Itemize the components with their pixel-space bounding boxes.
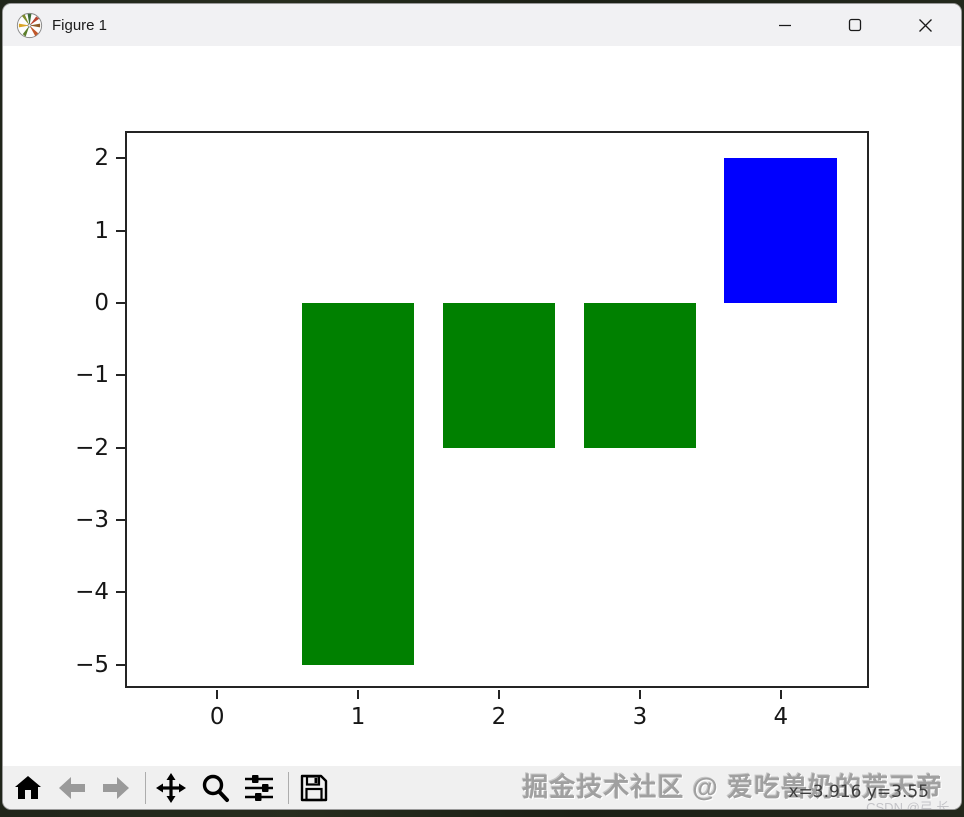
x-tickmark	[357, 690, 360, 699]
cursor-coordinates: x=3.916 y=3.55	[788, 782, 929, 802]
y-tickmark	[116, 446, 125, 449]
home-button[interactable]	[11, 771, 45, 805]
y-tickmark	[116, 591, 125, 594]
x-ticklabel: 1	[350, 704, 366, 730]
close-button[interactable]	[903, 4, 947, 46]
y-ticklabel: −1	[75, 362, 109, 389]
axes: 0 1 2 3 4 2 1 0 −1 −2 −3 −4 −5	[75, 131, 869, 730]
x-tickmark	[216, 690, 219, 699]
back-button[interactable]	[55, 771, 89, 805]
move-arrows-icon	[156, 772, 186, 803]
arrow-left-icon	[59, 776, 85, 799]
y-ticklabel: 0	[94, 289, 109, 316]
y-ticklabel: −2	[75, 434, 109, 461]
toolbar-separator	[145, 771, 146, 804]
home-icon	[15, 775, 41, 799]
y-ticklabel: 1	[94, 217, 109, 244]
arrow-right-icon	[103, 776, 129, 799]
configure-subplots-button[interactable]	[242, 771, 276, 805]
titlebar[interactable]: Figure 1	[3, 4, 961, 46]
y-ticklabel: 2	[94, 145, 109, 172]
close-icon	[918, 18, 932, 32]
maximize-icon	[848, 18, 862, 32]
y-ticklabel: −4	[75, 579, 109, 606]
y-tickmark	[116, 663, 125, 666]
figure-window: Figure 1 0 1 2 3 4 2 1 0 −1 −2 −3 −4 −5	[2, 3, 962, 810]
window-controls	[763, 4, 947, 46]
x-ticklabel: 2	[491, 704, 507, 730]
x-tickmark	[498, 690, 500, 699]
y-ticklabel: −3	[75, 507, 109, 533]
x-ticklabel: 3	[632, 704, 648, 730]
x-tickmark	[638, 690, 641, 699]
floppy-disk-icon	[300, 774, 328, 801]
zoom-button[interactable]	[198, 771, 232, 805]
bar	[301, 302, 415, 665]
sliders-icon	[245, 774, 273, 801]
save-button[interactable]	[297, 771, 331, 805]
window-title: Figure 1	[52, 16, 108, 34]
y-tickmark	[116, 157, 125, 160]
pan-button[interactable]	[154, 771, 188, 805]
toolbar-separator	[288, 771, 289, 804]
x-ticklabel: 4	[773, 704, 789, 730]
x-tickmark	[779, 690, 782, 699]
matplotlib-logo-icon	[16, 12, 43, 38]
minimize-icon	[779, 24, 791, 27]
maximize-button[interactable]	[833, 4, 877, 46]
bar	[583, 302, 697, 448]
bar	[724, 158, 838, 303]
y-tickmark	[116, 229, 125, 232]
magnifier-icon	[202, 774, 229, 802]
y-tickmark	[116, 301, 125, 304]
minimize-button[interactable]	[763, 4, 807, 46]
figure-canvas[interactable]: 0 1 2 3 4 2 1 0 −1 −2 −3 −4 −5	[3, 46, 961, 766]
y-tickmark	[116, 519, 125, 521]
forward-button[interactable]	[99, 771, 133, 805]
x-ticklabel: 0	[209, 704, 225, 730]
y-ticklabel: −5	[75, 651, 109, 678]
y-tickmark	[116, 374, 125, 377]
nav-toolbar: 掘金技术社区 @ 爱吃兽奶的荒天帝 x=3.916 y=3.55 CSDN @弓…	[3, 766, 961, 809]
bar	[442, 302, 556, 448]
